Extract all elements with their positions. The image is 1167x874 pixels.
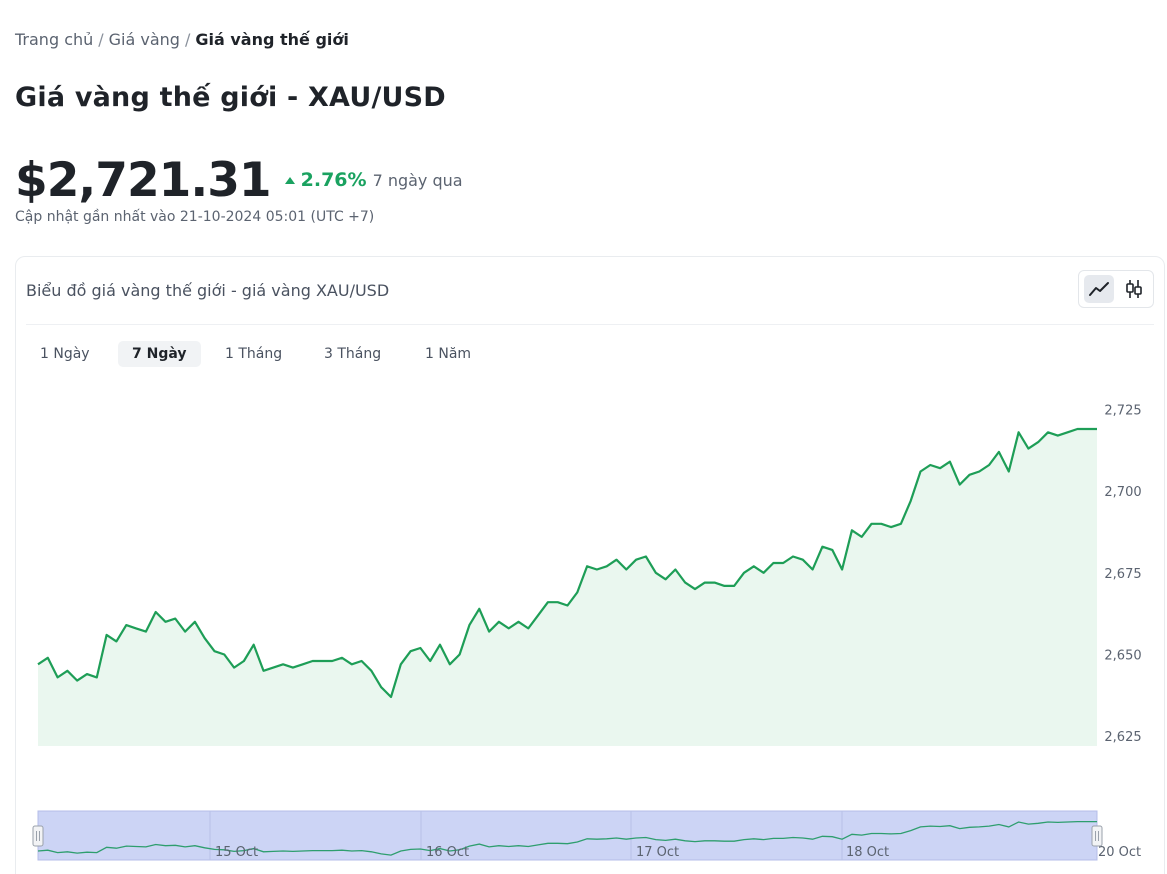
breadcrumb-gold-link[interactable]: Giá vàng bbox=[108, 30, 180, 49]
line-chart-icon bbox=[1089, 282, 1109, 296]
price-series-line[interactable] bbox=[37, 427, 1097, 699]
y-tick-label: 2,675 bbox=[1104, 567, 1141, 582]
price-area-fill bbox=[38, 429, 1097, 746]
current-price: $2,721.31 bbox=[15, 152, 272, 208]
range-tab-3-months[interactable]: 3 Tháng bbox=[324, 346, 382, 362]
page-title: Giá vàng thế giới - XAU/USD bbox=[15, 82, 446, 113]
range-tab-7-days[interactable]: 7 Ngày bbox=[118, 341, 201, 367]
price-change-percent: 2.76% bbox=[300, 169, 367, 191]
x-tick-label: 15 Oct bbox=[215, 845, 258, 860]
chart-card-divider bbox=[26, 324, 1154, 325]
triangle-up-icon bbox=[284, 176, 295, 184]
chart-card-title: Biểu đồ giá vàng thế giới - giá vàng XAU… bbox=[26, 281, 390, 300]
y-tick-label: 2,700 bbox=[1104, 485, 1141, 500]
navigator-left-handle[interactable] bbox=[32, 825, 44, 847]
x-tick-label: 17 Oct bbox=[636, 845, 679, 860]
range-tab-1-month[interactable]: 1 Tháng bbox=[225, 346, 283, 362]
range-tab-1-day[interactable]: 1 Ngày bbox=[40, 346, 90, 362]
y-tick-label: 2,725 bbox=[1104, 403, 1141, 418]
chart-card-header: Biểu đồ giá vàng thế giới - giá vàng XAU… bbox=[16, 257, 1166, 325]
navigator-selection[interactable] bbox=[37, 810, 1098, 861]
chart-type-toggle bbox=[1078, 270, 1154, 308]
last-updated-text: Cập nhật gần nhất vào 21-10-2024 05:01 (… bbox=[15, 209, 375, 225]
candlestick-chart-button[interactable] bbox=[1119, 275, 1149, 303]
line-chart-button[interactable] bbox=[1084, 275, 1114, 303]
price-summary: $2,721.31 2.76% 7 ngày qua bbox=[15, 150, 463, 210]
breadcrumb-separator: / bbox=[98, 30, 104, 49]
x-tick-label: 16 Oct bbox=[426, 845, 469, 860]
x-tick-label: 18 Oct bbox=[846, 845, 889, 860]
y-tick-label: 2,625 bbox=[1104, 730, 1141, 745]
breadcrumb-home-link[interactable]: Trang chủ bbox=[15, 30, 94, 49]
range-tab-1-year[interactable]: 1 Năm bbox=[425, 346, 472, 362]
price-change-period: 7 ngày qua bbox=[372, 170, 463, 190]
x-tick-label: 20 Oct bbox=[1098, 845, 1141, 860]
navigator-series-line bbox=[37, 820, 1097, 856]
breadcrumb-separator: / bbox=[184, 30, 191, 49]
candlestick-icon bbox=[1126, 280, 1142, 298]
breadcrumb: Trang chủ / Giá vàng / Giá vàng thế giới bbox=[15, 30, 349, 49]
navigator-right-handle[interactable] bbox=[1091, 825, 1103, 847]
y-tick-label: 2,650 bbox=[1104, 649, 1141, 664]
breadcrumb-current: Giá vàng thế giới bbox=[195, 30, 349, 49]
